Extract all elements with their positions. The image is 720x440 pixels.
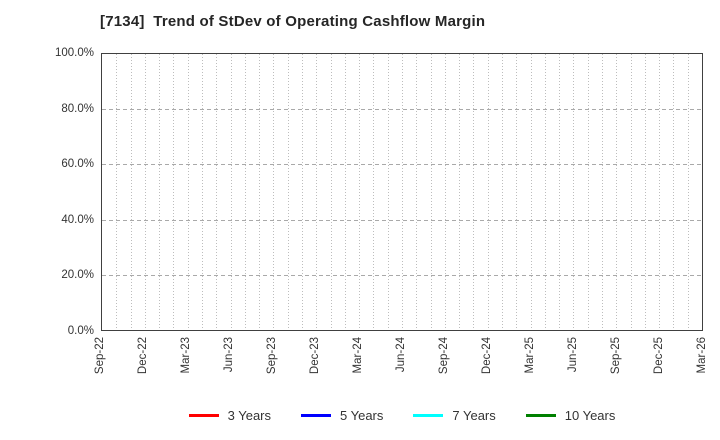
gridline-vertical xyxy=(387,54,389,330)
x-axis-tick-label: Jun-24 xyxy=(395,337,407,373)
gridline-vertical xyxy=(459,54,461,330)
gridline-vertical xyxy=(502,54,503,330)
x-axis-tick-label: Mar-24 xyxy=(352,337,364,374)
y-axis-tick-label: 60.0% xyxy=(61,158,94,171)
gridline-vertical xyxy=(630,54,632,330)
y-axis-tick-label: 100.0% xyxy=(54,47,94,59)
gridline-vertical xyxy=(287,54,289,330)
y-axis-tick-label: 80.0% xyxy=(61,102,94,115)
gridline-vertical xyxy=(673,54,675,330)
gridline-vertical xyxy=(402,54,403,330)
legend-label: 3 Years xyxy=(227,407,271,423)
gridline-vertical xyxy=(130,54,132,330)
gridline-horizontal xyxy=(102,109,702,111)
legend-label: 5 Years xyxy=(340,407,384,423)
gridline-vertical xyxy=(516,54,518,330)
chart-title: [7134] Trend of StDev of Operating Cashf… xyxy=(100,13,486,30)
gridline-vertical xyxy=(616,54,618,330)
gridline-vertical xyxy=(559,54,561,330)
gridline-vertical xyxy=(530,54,532,330)
gridline-vertical xyxy=(273,54,275,330)
gridline-vertical xyxy=(487,54,489,330)
x-axis-tick-label: Sep-22 xyxy=(94,337,106,375)
y-axis-tick-label: 40.0% xyxy=(61,213,94,226)
gridline-vertical xyxy=(359,54,361,330)
legend-item: 5 Years xyxy=(301,408,383,423)
gridline-vertical xyxy=(173,54,175,330)
gridline-vertical xyxy=(373,54,375,330)
y-axis-tick-label: 20.0% xyxy=(61,269,94,282)
legend-line-swatch-10-years xyxy=(525,413,556,417)
x-axis-tick-label: Jun-23 xyxy=(223,337,235,373)
gridline-vertical xyxy=(330,54,332,330)
legend-line-swatch-5-years xyxy=(301,413,331,417)
legend-line-swatch-7-years xyxy=(413,413,444,417)
x-axis-tick-label: Sep-23 xyxy=(266,337,278,375)
gridline-horizontal xyxy=(102,164,702,166)
gridline-vertical xyxy=(187,54,189,330)
x-axis-tick-label: Sep-24 xyxy=(438,337,450,375)
legend-item: 7 Years xyxy=(413,407,496,423)
gridline-vertical xyxy=(659,54,661,330)
legend-label: 10 Years xyxy=(564,407,616,423)
gridline-horizontal xyxy=(102,219,702,221)
gridline-vertical xyxy=(644,54,646,330)
y-axis-tick-label: 0.0% xyxy=(67,325,94,337)
gridline-vertical xyxy=(587,54,589,330)
gridline-vertical xyxy=(159,54,161,330)
x-axis-tick-label: Mar-26 xyxy=(696,337,708,374)
gridline-vertical xyxy=(116,54,118,330)
x-axis-tick-label: Mar-25 xyxy=(524,337,536,374)
gridline-vertical xyxy=(202,54,203,330)
gridline-vertical xyxy=(144,54,146,330)
gridline-vertical xyxy=(544,54,546,330)
x-axis-tick-label: Dec-23 xyxy=(309,337,321,375)
x-axis-tick-label: Sep-25 xyxy=(610,337,622,375)
gridline-vertical xyxy=(216,54,218,330)
gridline-vertical xyxy=(473,54,475,330)
x-axis-tick-label: Mar-23 xyxy=(180,337,192,374)
gridline-vertical xyxy=(344,54,346,330)
x-axis-tick-label: Dec-24 xyxy=(481,337,493,375)
gridline-vertical xyxy=(687,54,689,330)
gridline-vertical xyxy=(602,54,603,330)
gridline-vertical xyxy=(573,54,575,330)
gridline-vertical xyxy=(259,54,261,330)
plot-area xyxy=(101,53,703,331)
legend-line-swatch-3-years xyxy=(188,413,219,417)
legend: 3 Years 5 Years 7 Years 10 Years xyxy=(101,404,703,426)
legend-label: 7 Years xyxy=(452,407,496,423)
gridline-vertical xyxy=(316,54,318,330)
gridline-vertical xyxy=(430,54,432,330)
gridline-vertical xyxy=(444,54,446,330)
gridline-vertical xyxy=(302,54,303,330)
x-axis-tick-label: Dec-25 xyxy=(653,337,665,375)
gridline-vertical xyxy=(416,54,418,330)
x-axis-tick-label: Jun-25 xyxy=(567,337,579,373)
legend-item: 3 Years xyxy=(188,407,271,423)
gridline-vertical xyxy=(230,54,232,330)
gridline-horizontal xyxy=(102,274,702,276)
x-axis-tick-label: Dec-22 xyxy=(137,337,149,375)
legend-item: 10 Years xyxy=(525,407,616,423)
gridline-vertical xyxy=(244,54,246,330)
